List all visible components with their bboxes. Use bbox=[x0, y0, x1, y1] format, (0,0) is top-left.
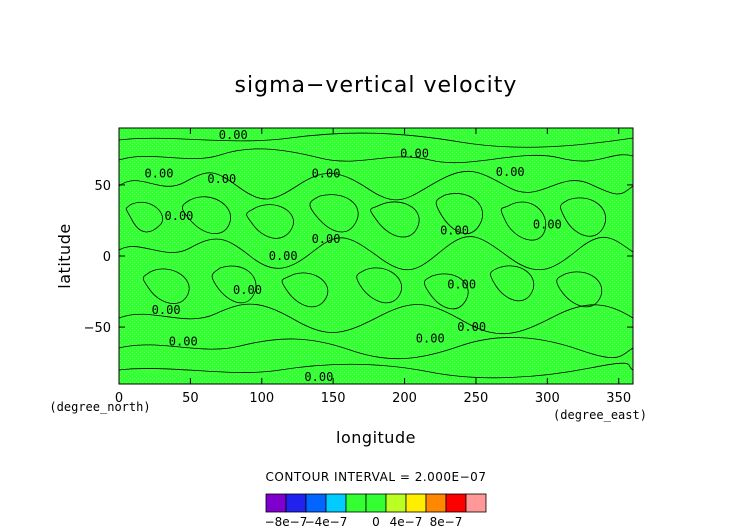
contour-label: 0.00 bbox=[165, 209, 194, 223]
contour-label: 0.00 bbox=[152, 303, 181, 317]
contour-label: 0.00 bbox=[312, 167, 341, 181]
contour-label: 0.00 bbox=[219, 128, 248, 142]
contour-label: 0.00 bbox=[145, 167, 174, 181]
colorbar-swatch bbox=[305, 493, 327, 513]
contour-label: 0.00 bbox=[440, 223, 469, 237]
contour-label: 0.00 bbox=[304, 370, 333, 384]
contour-label: 0.00 bbox=[169, 334, 198, 348]
colorbar-swatch bbox=[265, 493, 287, 513]
contour-label: 0.00 bbox=[533, 218, 562, 232]
colorbar-swatch bbox=[285, 493, 307, 513]
contour-line bbox=[119, 148, 633, 164]
contour-line bbox=[356, 267, 402, 304]
contour-label: 0.00 bbox=[496, 165, 525, 179]
colorbar-tick-label: 8e−7 bbox=[430, 515, 463, 529]
colorbar-swatch bbox=[325, 493, 347, 513]
chart-title: sigma−vertical velocity bbox=[235, 73, 518, 98]
plot-area: 0.00 0.00 0.00 0.00 0.00 0.00 0.00 0.00 0.00 0.00… bbox=[118, 127, 634, 385]
contour-line bbox=[556, 271, 603, 308]
x-axis-unit: (degree_east) bbox=[553, 408, 647, 422]
contour-label: 0.00 bbox=[400, 147, 429, 161]
x-tick-label: 150 bbox=[321, 391, 346, 406]
colorbar-tick-label: −8e−7 bbox=[265, 515, 308, 529]
colorbar bbox=[265, 493, 487, 513]
y-tick-label: 50 bbox=[94, 179, 111, 194]
contour-line bbox=[142, 268, 190, 304]
contour-line bbox=[211, 265, 257, 304]
contour-line bbox=[309, 194, 359, 233]
contour-line bbox=[119, 236, 633, 271]
contour-line bbox=[490, 265, 535, 302]
x-tick-label: 200 bbox=[392, 391, 417, 406]
contour-label: 0.00 bbox=[312, 232, 341, 246]
x-tick-label: 100 bbox=[249, 391, 274, 406]
y-axis-ticks: 50 0 −50 bbox=[84, 179, 633, 336]
colorbar-tick-label: 0 bbox=[372, 515, 380, 529]
contour-line bbox=[125, 201, 163, 233]
contour-label: 0.00 bbox=[447, 277, 476, 291]
colorbar-tick-label: −4e−7 bbox=[305, 515, 348, 529]
colorbar-swatch bbox=[425, 493, 447, 513]
contour-line bbox=[119, 303, 633, 335]
contour-line bbox=[281, 272, 329, 308]
contour-line bbox=[500, 201, 547, 241]
contour-label: 0.00 bbox=[457, 320, 486, 334]
x-tick-label: 0 bbox=[115, 391, 123, 406]
contour-interval-text: CONTOUR INTERVAL = 2.000E−07 bbox=[266, 470, 487, 484]
contour-line bbox=[119, 132, 633, 148]
contour-lines bbox=[119, 132, 633, 379]
colorbar-swatch bbox=[365, 493, 387, 513]
x-tick-label: 350 bbox=[606, 391, 631, 406]
y-axis-label: latitude bbox=[55, 223, 74, 288]
contour-label: 0.00 bbox=[207, 172, 236, 186]
x-tick-label: 300 bbox=[535, 391, 560, 406]
colorbar-tick-label: 4e−7 bbox=[390, 515, 423, 529]
y-axis-unit: (degree_north) bbox=[49, 400, 150, 414]
contour-line bbox=[246, 204, 294, 239]
contour-line bbox=[181, 196, 232, 235]
contour-line bbox=[370, 201, 420, 238]
contour-line bbox=[119, 171, 633, 201]
x-tick-label: 50 bbox=[182, 391, 199, 406]
contour-line bbox=[435, 193, 483, 234]
contour-line bbox=[560, 197, 606, 237]
contour-label: 0.00 bbox=[416, 331, 445, 345]
colorbar-swatch bbox=[385, 493, 407, 513]
colorbar-swatch bbox=[465, 493, 487, 513]
colorbar-swatch bbox=[345, 493, 367, 513]
contour-line bbox=[423, 273, 469, 310]
contour-line bbox=[119, 336, 633, 360]
contour-line bbox=[119, 362, 633, 379]
colorbar-ticks: −8e−7−4e−7 0 4e−7 8e−7 bbox=[265, 515, 463, 529]
colorbar-swatch bbox=[405, 493, 427, 513]
y-tick-label: 0 bbox=[103, 250, 111, 265]
contour-labels: 0.00 0.00 0.00 0.00 0.00 0.00 0.00 0.00 0.00 0.00… bbox=[145, 128, 562, 384]
contour-label: 0.00 bbox=[233, 283, 262, 297]
x-axis-label: longitude bbox=[336, 428, 416, 447]
x-axis-ticks: 0 50 100 150 200 250 300 350 bbox=[115, 128, 631, 406]
x-tick-label: 250 bbox=[464, 391, 489, 406]
y-tick-label: −50 bbox=[84, 321, 111, 336]
colorbar-swatch bbox=[445, 493, 467, 513]
contour-label: 0.00 bbox=[269, 249, 298, 263]
